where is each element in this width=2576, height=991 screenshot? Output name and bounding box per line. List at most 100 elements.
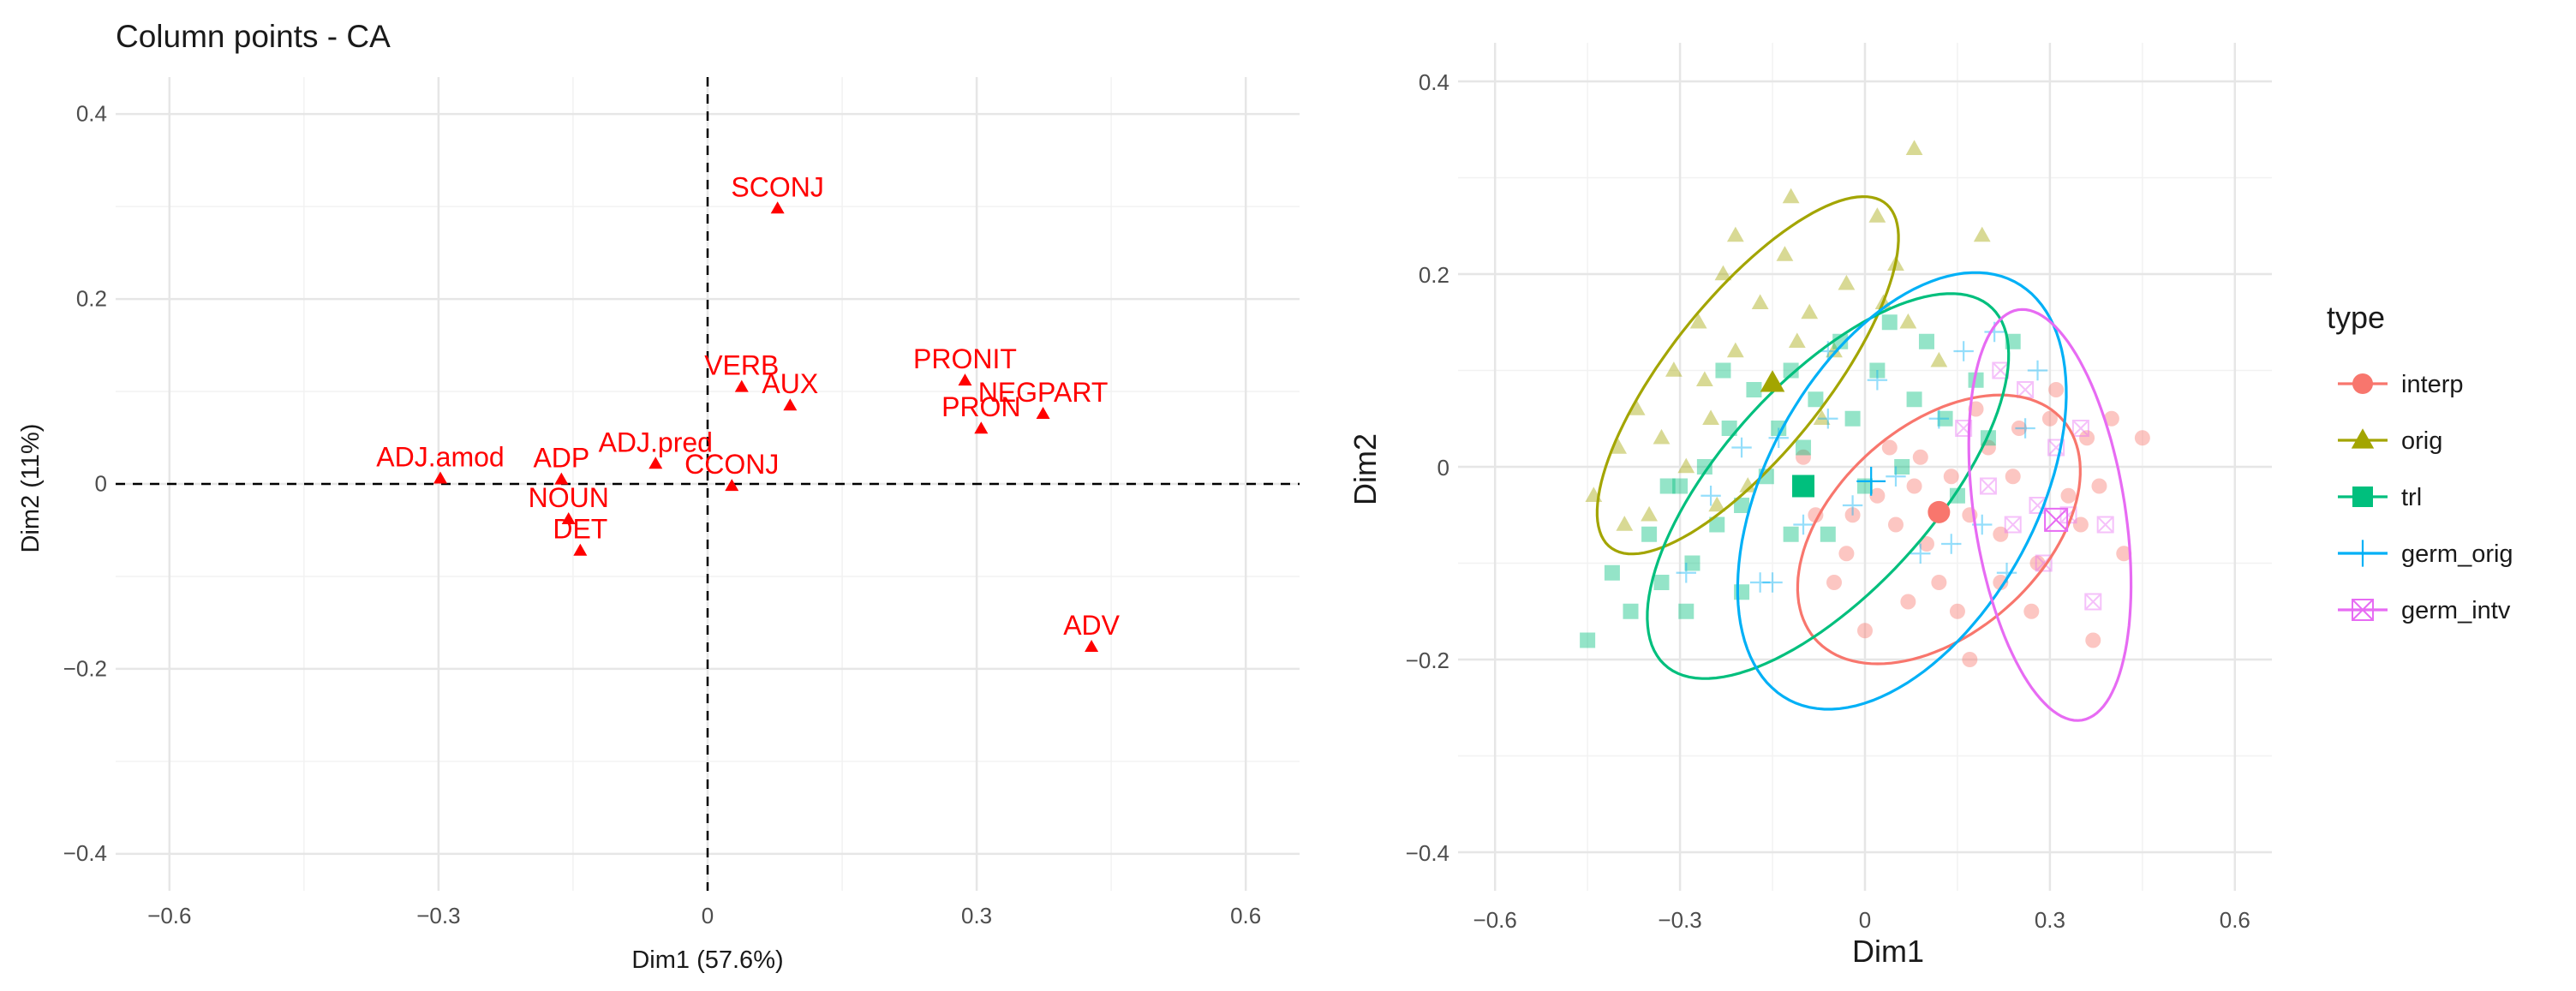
point-label: ADV [1063, 610, 1120, 641]
data-point-interp [1796, 449, 1812, 465]
right-centroids [1760, 370, 2069, 532]
point-marker [561, 512, 576, 525]
data-point-germ_orig [2027, 360, 2048, 381]
type-scatter-chart: −0.6 −0.3 0 0.3 0.6 −0.4 −0.2 0 0.2 0.4 Dim1 Dim2 [1348, 43, 2272, 969]
data-point-interp [1906, 478, 1922, 494]
data-point-germ_orig [1749, 572, 1771, 593]
data-point-orig [1899, 313, 1917, 329]
data-point-interp [1993, 526, 2009, 542]
point-label: VERB [704, 350, 779, 381]
centroid-interp [1928, 500, 1951, 523]
data-point-orig [1801, 303, 1819, 319]
data-point-trl [1653, 575, 1670, 590]
ellipse-germ_orig [1736, 271, 2068, 711]
data-point-orig [1826, 342, 1843, 358]
legend-label: orig [2401, 427, 2442, 455]
data-point-germ_intv [2084, 593, 2102, 611]
data-point-trl [1808, 391, 1824, 408]
data-point-orig [1695, 371, 1713, 386]
data-point-interp [1844, 507, 1861, 523]
legend-item-orig: orig [2338, 427, 2442, 455]
x-tick-label: 0 [702, 903, 714, 928]
x-tick-label: 0.3 [961, 903, 992, 928]
data-point-interp [1931, 575, 1947, 590]
data-point-orig [1782, 188, 1800, 204]
y-tick-label: 0.4 [1419, 69, 1449, 95]
point-marker [648, 457, 663, 469]
data-point-orig [1788, 332, 1806, 348]
legend-item-trl: trl [2338, 484, 2422, 511]
legend-symbol-trl [2352, 487, 2373, 507]
data-point-interp [2134, 430, 2150, 446]
data-point-germ_orig [1762, 572, 1783, 593]
data-point-interp [1949, 603, 1965, 619]
data-point-interp [2116, 546, 2132, 562]
left-points [433, 201, 1099, 652]
data-point-trl [1696, 459, 1712, 475]
data-point-interp [2048, 382, 2065, 397]
x-tick-label: −0.6 [1473, 907, 1517, 933]
point-label: NOUN [529, 482, 609, 513]
x-tick-label: 0.6 [1230, 903, 1261, 928]
legend-items: interp orig trl germ_orig germ_intv [2338, 371, 2513, 624]
data-point-interp [2011, 421, 2027, 436]
legend-item-interp: interp [2338, 371, 2464, 398]
point-marker [554, 472, 569, 485]
x-tick-label: −0.3 [1658, 907, 1701, 933]
data-point-trl [1918, 333, 1934, 349]
left-reference-lines [116, 77, 1300, 891]
data-point-orig [1702, 409, 1719, 425]
data-point-orig [1665, 361, 1682, 377]
centroid-germ_intv [2044, 507, 2069, 532]
data-point-interp [1869, 487, 1886, 504]
data-point-interp [2029, 555, 2046, 571]
data-point-trl [1641, 526, 1658, 542]
centroid-orig [1760, 370, 1785, 392]
data-point-trl [1604, 564, 1620, 581]
data-point-germ_orig [1941, 534, 1962, 554]
data-point-interp [1881, 439, 1898, 456]
data-point-germ_orig [1867, 370, 1888, 391]
data-point-orig [1930, 351, 1948, 367]
point-marker [783, 398, 798, 411]
data-point-interp [2103, 410, 2119, 427]
y-tick-label: 0 [95, 470, 107, 496]
x-axis-label: Dim1 [1852, 934, 1924, 969]
data-point-orig [1653, 428, 1671, 445]
y-tick-label: 0.2 [1419, 262, 1449, 288]
data-point-germ_orig [1842, 495, 1863, 516]
ellipse-orig [1595, 194, 1900, 556]
legend-label: germ_orig [2401, 540, 2513, 568]
data-point-trl [1771, 421, 1787, 436]
data-point-trl [1721, 421, 1737, 436]
centroid-germ_orig [1856, 466, 1886, 496]
point-marker [1036, 406, 1050, 419]
y-tick-label: 0 [1437, 455, 1449, 481]
data-point-interp [1838, 546, 1855, 562]
data-point-orig [1751, 294, 1769, 309]
x-tick-label: −0.6 [147, 903, 191, 928]
point-marker [725, 479, 739, 492]
data-point-interp [1887, 516, 1904, 533]
data-point-interp [1918, 536, 1934, 552]
data-point-interp [2085, 632, 2101, 648]
data-point-orig [1726, 226, 1744, 242]
data-point-trl [1580, 632, 1596, 648]
data-point-orig [1813, 409, 1831, 425]
data-point-trl [1734, 584, 1750, 600]
data-point-orig [1868, 207, 1886, 223]
data-point-orig [1616, 516, 1634, 531]
data-point-trl [1857, 478, 1873, 494]
data-point-germ_intv [1979, 477, 1997, 495]
data-point-interp [2079, 430, 2095, 446]
point-marker [770, 201, 785, 214]
y-tick-label: −0.2 [63, 655, 107, 681]
y-tick-label: −0.2 [1406, 648, 1449, 673]
point-label: ADJ.amod [376, 442, 504, 473]
legend-symbol-germ_orig [2349, 540, 2376, 567]
data-point-germ_intv [2096, 516, 2114, 534]
legend-symbol-orig [2351, 428, 2375, 449]
ellipse-trl [1646, 292, 2011, 680]
